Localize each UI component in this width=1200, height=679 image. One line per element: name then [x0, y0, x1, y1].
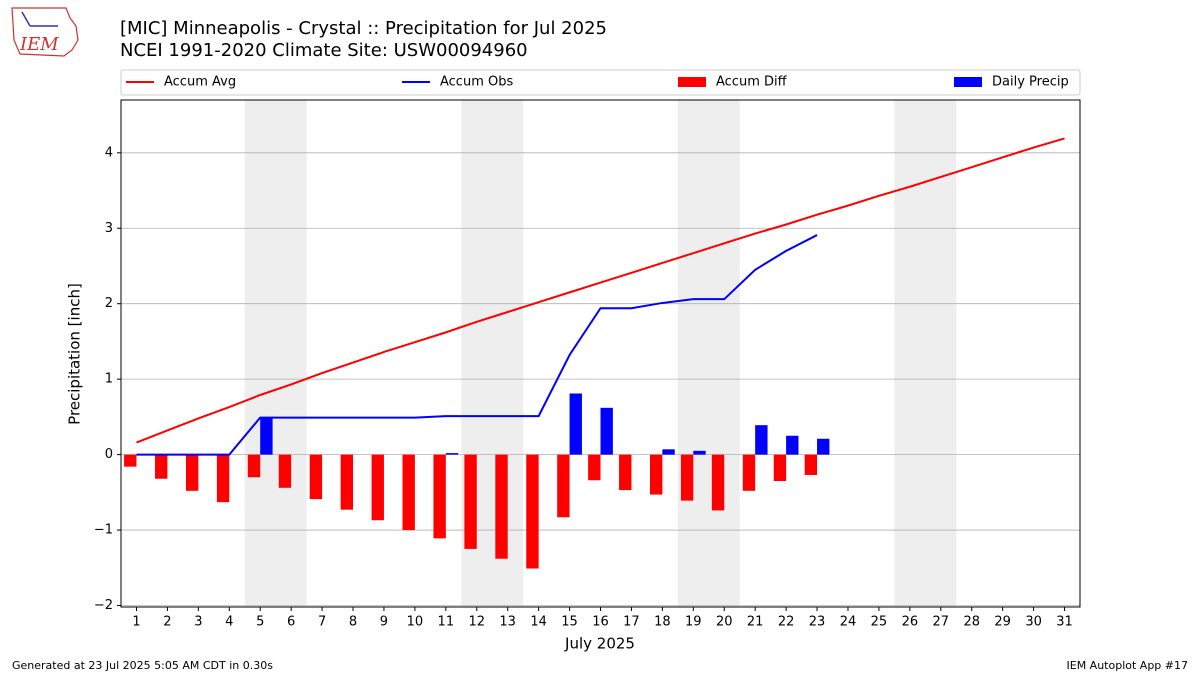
x-axis-label: July 2025 [564, 635, 635, 653]
x-tick-label: 22 [778, 615, 795, 630]
bar [619, 454, 632, 491]
bar [216, 454, 230, 503]
x-tick-label: 11 [438, 615, 455, 630]
y-tick-label: −1 [94, 523, 113, 538]
x-tick-label: 4 [225, 615, 233, 630]
bar [680, 454, 694, 501]
x-tick-label: 26 [902, 615, 919, 630]
weekend-shade [244, 100, 307, 607]
x-tick-label: 10 [407, 615, 424, 630]
logo-icon [21, 11, 31, 27]
y-tick-label: 2 [105, 296, 113, 311]
bar [495, 454, 508, 559]
bar [402, 454, 415, 531]
x-tick-label: 18 [654, 615, 671, 630]
legend-label: Accum Obs [440, 75, 513, 90]
y-tick-label: 0 [105, 447, 113, 462]
x-tick-label: 2 [163, 615, 171, 630]
x-tick-label: 17 [623, 615, 640, 630]
y-tick-label: 3 [105, 221, 113, 236]
bar [742, 454, 756, 491]
bar [786, 435, 799, 455]
bar [309, 454, 323, 500]
x-tick-label: 16 [592, 615, 609, 630]
x-tick-label: 7 [318, 615, 326, 630]
plot-frame [120, 99, 1081, 608]
legend-swatch [678, 77, 706, 87]
x-tick-label: 8 [349, 615, 357, 630]
bar [600, 407, 613, 455]
x-tick-label: 1 [132, 615, 140, 630]
bar [804, 454, 818, 475]
bar [340, 454, 354, 510]
footer-left: Generated at 23 Jul 2025 5:05 AM CDT in … [12, 659, 273, 672]
x-tick-label: 25 [871, 615, 888, 630]
chart-subtitle: NCEI 1991-2020 Climate Site: USW00094960 [120, 40, 528, 61]
logo-text: IEM [19, 34, 59, 55]
bar [155, 454, 168, 479]
y-axis-label: Precipitation [inch] [66, 283, 84, 425]
x-tick-label: 27 [933, 615, 950, 630]
legend-label: Accum Diff [716, 75, 788, 90]
bar [569, 393, 582, 455]
bar [526, 454, 539, 569]
bar [662, 449, 675, 455]
x-tick-label: 15 [561, 615, 578, 630]
x-tick-label: 23 [809, 615, 826, 630]
bar [588, 454, 601, 481]
x-tick-label: 21 [747, 615, 764, 630]
x-tick-label: 13 [499, 615, 516, 630]
logo-outline [11, 7, 79, 57]
bar [755, 425, 768, 455]
x-tick-label: 19 [685, 615, 702, 630]
bar [371, 454, 384, 521]
line [136, 234, 818, 456]
bar [278, 454, 292, 488]
bar [817, 438, 830, 455]
bar [124, 454, 137, 467]
x-tick-label: 31 [1056, 615, 1073, 630]
legend-box [120, 69, 1081, 96]
x-tick-label: 3 [194, 615, 202, 630]
x-tick-label: 14 [530, 615, 547, 630]
weekend-shade [677, 100, 740, 607]
x-tick-label: 24 [840, 615, 857, 630]
logo: IEM [11, 7, 79, 57]
bar [247, 454, 261, 478]
y-tick-label: 1 [105, 372, 113, 387]
x-tick-label: 28 [963, 615, 980, 630]
bar [773, 454, 787, 482]
bar [693, 450, 706, 455]
weekend-shade [894, 100, 957, 607]
x-tick-label: 9 [380, 615, 388, 630]
chart-title: [MIC] Minneapolis - Crystal :: Precipita… [120, 18, 607, 39]
line [136, 137, 1065, 444]
bar [464, 454, 477, 549]
legend-label: Accum Avg [164, 75, 236, 90]
footer-right: IEM Autoplot App #17 [1067, 659, 1189, 672]
x-tick-label: 20 [716, 615, 733, 630]
x-tick-label: 30 [1025, 615, 1042, 630]
x-tick-label: 6 [287, 615, 295, 630]
x-tick-label: 29 [994, 615, 1011, 630]
bar [557, 454, 570, 518]
x-tick-label: 12 [468, 615, 485, 630]
bar [260, 417, 273, 455]
bar [445, 453, 459, 455]
bar [649, 454, 663, 495]
bar [185, 454, 199, 491]
x-tick-label: 5 [256, 615, 264, 630]
bar [711, 454, 725, 511]
bar [433, 454, 446, 539]
y-tick-label: −2 [94, 598, 113, 613]
y-tick-label: 4 [105, 145, 113, 160]
legend-swatch [954, 77, 982, 87]
legend-label: Daily Precip [992, 75, 1069, 90]
